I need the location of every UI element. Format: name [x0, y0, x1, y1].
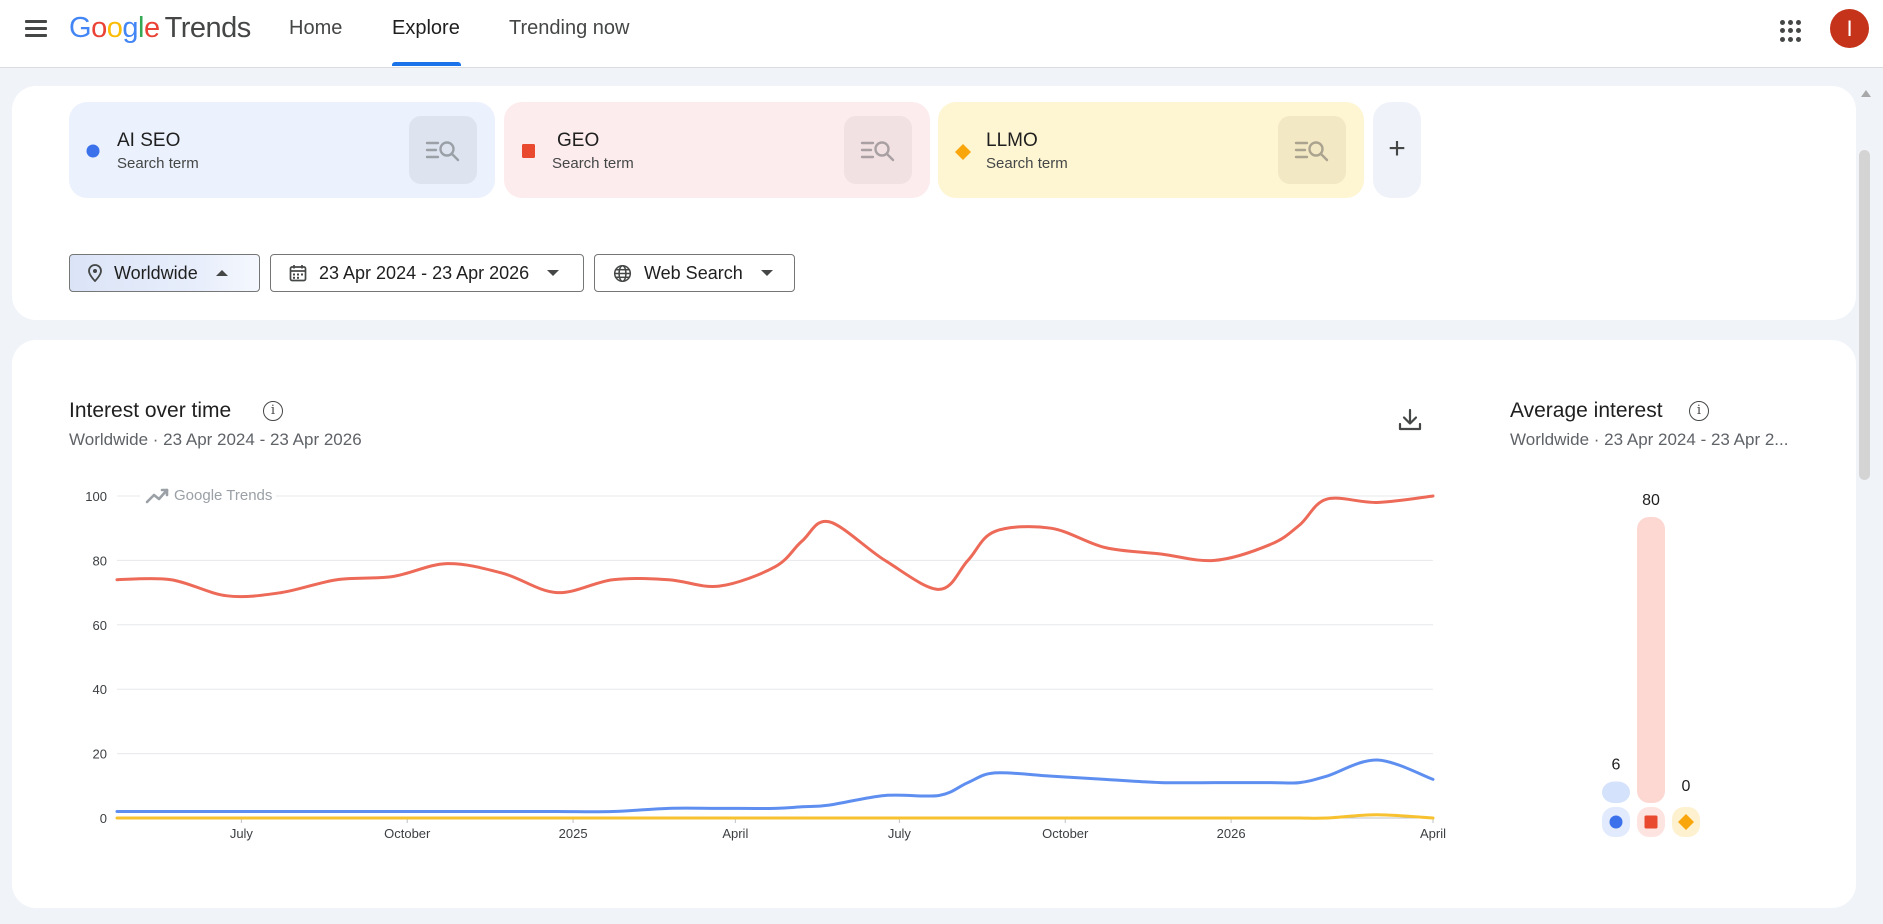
info-icon[interactable]: i: [1689, 401, 1709, 421]
menu-icon-line: [25, 20, 47, 23]
search-term-llmo[interactable]: LLMO Search term: [938, 102, 1364, 198]
scrollbar-thumb[interactable]: [1859, 150, 1870, 480]
scroll-up-arrow-icon[interactable]: [1861, 90, 1871, 97]
interest-card: [12, 340, 1856, 908]
term-type: Search term: [986, 155, 1068, 172]
search-term-icon[interactable]: [844, 116, 912, 184]
term-type: Search term: [117, 155, 199, 172]
search-property-label: Web Search: [644, 262, 743, 283]
blue-circle-marker-icon: [86, 144, 100, 158]
caret-down-icon: [760, 270, 773, 276]
main-menu-button[interactable]: [22, 16, 50, 44]
tab-trending-now[interactable]: Trending now: [509, 17, 630, 39]
region-filter-label: Worldwide: [114, 262, 198, 283]
account-avatar[interactable]: I: [1830, 9, 1869, 48]
search-term-icon[interactable]: [1278, 116, 1346, 184]
interest-over-time-subtitle: Worldwide · 23 Apr 2024 - 23 Apr 2026: [69, 430, 362, 449]
term-type: Search term: [552, 155, 634, 172]
search-term-geo[interactable]: GEO Search term: [504, 102, 930, 198]
search-term-icon[interactable]: [409, 116, 477, 184]
average-interest-subtitle: Worldwide · 23 Apr 2024 - 23 Apr 2...: [1510, 430, 1789, 449]
menu-icon-line: [25, 34, 47, 37]
info-icon[interactable]: i: [263, 401, 283, 421]
globe-icon: [613, 264, 632, 283]
average-interest-title: Average interest: [1510, 399, 1663, 422]
active-tab-indicator: [392, 62, 461, 66]
search-term-ai-seo[interactable]: AI SEO Search term: [69, 102, 495, 198]
location-pin-icon: [88, 264, 102, 282]
term-name: AI SEO: [117, 130, 181, 151]
red-square-marker-icon: [522, 144, 535, 158]
date-range-label: 23 Apr 2024 - 23 Apr 2026: [319, 262, 530, 283]
menu-icon-line: [25, 27, 47, 30]
interest-over-time-title: Interest over time: [69, 399, 232, 422]
add-search-term-button[interactable]: +: [1373, 102, 1421, 198]
download-icon[interactable]: [1397, 406, 1423, 434]
caret-down-icon: [547, 270, 560, 276]
region-filter[interactable]: Worldwide: [69, 254, 260, 292]
caret-up-icon: [215, 270, 228, 276]
yellow-diamond-marker-icon: [955, 144, 971, 160]
calendar-icon: [289, 264, 307, 282]
google-trends-logo[interactable]: Google Trends: [69, 12, 252, 44]
tab-home[interactable]: Home: [289, 17, 343, 39]
top-app-bar: Google Trends Home Explore Trending now I: [0, 0, 1883, 68]
logo-product-name: Trends: [164, 12, 252, 44]
term-name: LLMO: [986, 130, 1038, 151]
term-name: GEO: [557, 130, 600, 151]
search-property-filter[interactable]: Web Search: [594, 254, 795, 292]
date-range-filter[interactable]: 23 Apr 2024 - 23 Apr 2026: [270, 254, 584, 292]
tab-explore[interactable]: Explore: [392, 17, 460, 39]
google-apps-button[interactable]: [1776, 16, 1806, 46]
